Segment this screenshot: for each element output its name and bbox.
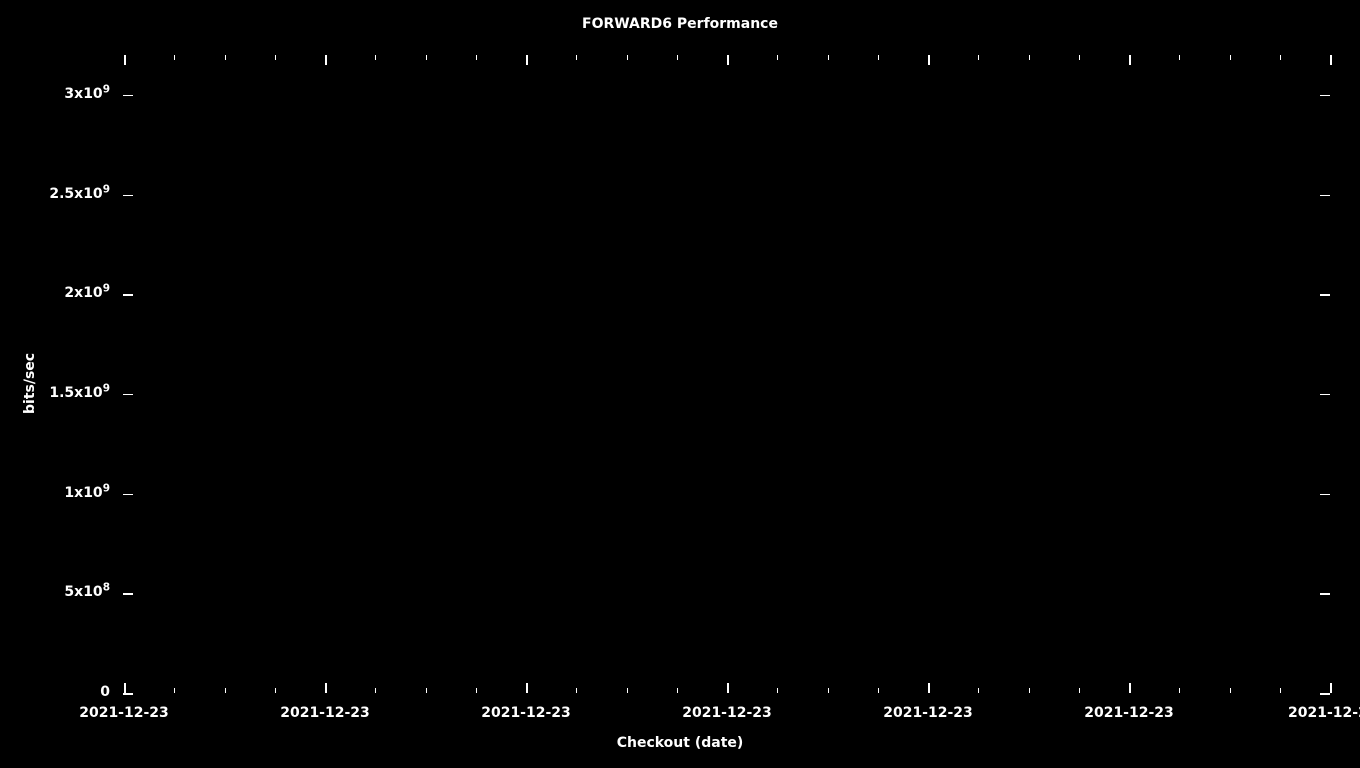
tick-mark <box>1179 55 1180 60</box>
tick-mark <box>576 688 577 693</box>
tick-mark <box>123 693 133 695</box>
tick-mark <box>777 55 778 60</box>
tick-mark <box>124 55 126 65</box>
tick-mark <box>1129 55 1131 65</box>
tick-mark <box>1079 688 1080 693</box>
tick-mark <box>627 55 628 60</box>
tick-mark <box>1320 593 1330 595</box>
tick-mark <box>123 294 133 296</box>
tick-mark <box>677 688 678 693</box>
tick-mark <box>426 55 427 60</box>
tick-mark <box>1029 688 1030 693</box>
tick-mark <box>1330 55 1332 65</box>
x-axis-label: Checkout (date) <box>0 735 1360 751</box>
tick-mark <box>123 394 133 396</box>
tick-mark <box>1320 95 1330 97</box>
tick-mark <box>1320 693 1330 695</box>
tick-mark <box>123 593 133 595</box>
tick-mark <box>123 494 133 496</box>
tick-mark <box>1230 55 1231 60</box>
tick-mark <box>124 683 126 693</box>
x-tick-label: 2021-12-23 <box>1084 705 1174 721</box>
tick-mark <box>426 688 427 693</box>
tick-mark <box>1029 55 1030 60</box>
tick-mark <box>777 688 778 693</box>
tick-mark <box>1230 688 1231 693</box>
tick-mark <box>627 688 628 693</box>
x-tick-label: 2021-12-23 <box>280 705 370 721</box>
y-tick-label: 5x108 <box>64 584 110 600</box>
tick-mark <box>1330 683 1332 693</box>
tick-mark <box>275 55 276 60</box>
tick-mark <box>375 55 376 60</box>
tick-mark <box>174 688 175 693</box>
tick-mark <box>225 55 226 60</box>
performance-chart: FORWARD6 Performance bits/sec Checkout (… <box>0 0 1360 768</box>
x-tick-label: 2021-12-23 <box>481 705 571 721</box>
tick-mark <box>1129 683 1131 693</box>
tick-mark <box>1079 55 1080 60</box>
y-tick-label: 3x109 <box>64 86 110 102</box>
tick-mark <box>677 55 678 60</box>
tick-mark <box>1280 55 1281 60</box>
tick-mark <box>928 55 930 65</box>
tick-mark <box>1320 195 1330 197</box>
chart-title: FORWARD6 Performance <box>0 16 1360 32</box>
x-tick-label: 2021-12-2 <box>1288 705 1360 721</box>
tick-mark <box>928 683 930 693</box>
x-tick-label: 2021-12-23 <box>682 705 772 721</box>
tick-mark <box>978 688 979 693</box>
tick-mark <box>1179 688 1180 693</box>
tick-mark <box>225 688 226 693</box>
x-tick-label: 2021-12-23 <box>883 705 973 721</box>
tick-mark <box>123 95 133 97</box>
tick-mark <box>476 55 477 60</box>
tick-mark <box>828 688 829 693</box>
x-tick-label: 2021-12-23 <box>79 705 169 721</box>
tick-mark <box>978 55 979 60</box>
tick-mark <box>526 55 528 65</box>
tick-mark <box>325 55 327 65</box>
y-tick-label: 1x109 <box>64 485 110 501</box>
tick-mark <box>1280 688 1281 693</box>
tick-mark <box>123 195 133 197</box>
tick-mark <box>1320 394 1330 396</box>
plot-area <box>124 55 1330 693</box>
tick-mark <box>375 688 376 693</box>
tick-mark <box>476 688 477 693</box>
tick-mark <box>325 683 327 693</box>
tick-mark <box>727 55 729 65</box>
y-axis-label: bits/sec <box>22 353 38 414</box>
y-tick-label: 1.5x109 <box>49 385 110 401</box>
y-tick-label: 2.5x109 <box>49 186 110 202</box>
tick-mark <box>275 688 276 693</box>
tick-mark <box>1320 494 1330 496</box>
y-tick-label: 0 <box>100 684 110 700</box>
tick-mark <box>576 55 577 60</box>
tick-mark <box>878 688 879 693</box>
tick-mark <box>174 55 175 60</box>
tick-mark <box>828 55 829 60</box>
y-tick-label: 2x109 <box>64 285 110 301</box>
tick-mark <box>526 683 528 693</box>
tick-mark <box>1320 294 1330 296</box>
tick-mark <box>878 55 879 60</box>
tick-mark <box>727 683 729 693</box>
